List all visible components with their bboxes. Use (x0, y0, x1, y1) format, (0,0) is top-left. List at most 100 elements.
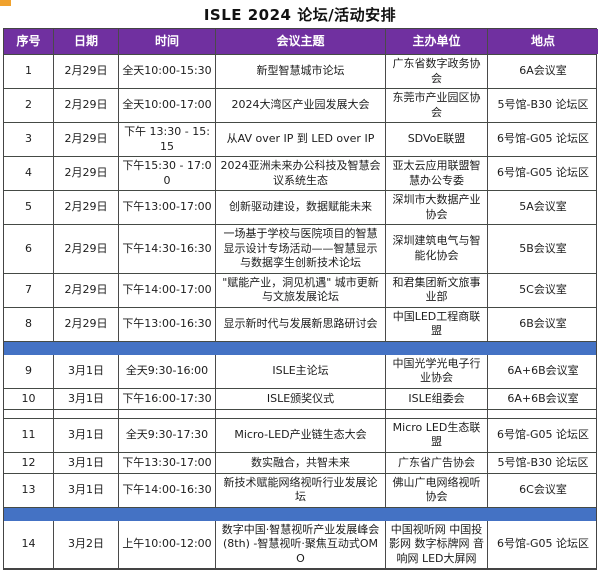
empty-spacer-row (4, 409, 598, 419)
date-cell: 3月1日 (54, 418, 119, 452)
topic-cell: "赋能产业，洞见机遇" 城市更新与文旅发展论坛 (216, 273, 386, 307)
empty-cell (488, 410, 598, 418)
column-header: 会议主题 (216, 29, 386, 54)
table-row: 9 3月1日 全天9:30-16:00 ISLE主论坛 中国光学光电子行业协会 6A+6B… (4, 354, 596, 389)
organizer-cell: 亚太云应用联盟智慧办公专委 (386, 157, 488, 191)
table-row: 12 3月1日 下午13:30-17:00 数实融合，共智未来 广东省广告协会 5号馆-B… (4, 452, 596, 474)
table-row: 8 2月29日 下午13:00-16:30 显示新时代与发展新思路研讨会 中国LED工程… (4, 307, 596, 342)
table-row: 14 3月2日 上午10:00-12:00 数字中国·智慧视听产业发展峰会 (8th)… (4, 520, 596, 570)
time-cell: 下午14:30-16:30 (119, 225, 216, 273)
row-number-cell: 4 (4, 157, 54, 191)
table-row: 2 2月29日 全天10:00-17:00 2024大湾区产业园发展大会 东莞市产业园区… (4, 89, 596, 124)
empty-cell (4, 409, 54, 418)
time-cell: 下午13:30-17:00 (119, 452, 216, 473)
row-number-cell: 7 (4, 273, 54, 307)
column-header: 主办单位 (386, 29, 488, 54)
time-cell: 下午13:00-17:00 (119, 191, 216, 225)
day-separator-bar (4, 341, 596, 355)
location-cell: 5号馆-B30 论坛区 (497, 455, 589, 469)
row-number-cell: 10 (4, 388, 54, 409)
topic-cell: 创新驱动建设，数据赋能未来 (216, 191, 386, 225)
time-cell: 全天9:30-17:30 (119, 418, 216, 452)
date-cell: 3月1日 (54, 473, 119, 507)
row-number-cell: 11 (4, 418, 54, 452)
row-number-cell: 5 (4, 191, 54, 225)
location-cell: 6号馆-G05 论坛区 (497, 428, 589, 442)
time-cell: 全天9:30-16:00 (119, 354, 216, 388)
empty-cell (54, 409, 119, 418)
date-cell: 2月29日 (54, 191, 119, 225)
organizer-cell: 中国光学光电子行业协会 (386, 354, 488, 388)
table-row: 6 2月29日 下午14:30-16:30 一场基于学校与医院项目的智慧显示设计专场活… (4, 225, 596, 274)
location-cell: 5号馆-B30 论坛区 (497, 98, 589, 112)
topic-cell: 数实融合，共智未来 (216, 452, 386, 473)
topic-cell: Micro-LED产业链生态大会 (216, 418, 386, 452)
topic-cell: 2024亚洲未来办公科技及智慧会议系统生态 (216, 157, 386, 191)
location-cell: 6B会议室 (519, 316, 567, 330)
column-header: 地点 (488, 29, 598, 54)
organizer-cell: SDVoE联盟 (386, 123, 488, 157)
organizer-cell: 中国LED工程商联盟 (386, 307, 488, 341)
topic-cell: 数字中国·智慧视听产业发展峰会 (8th) -智慧视听·聚焦互动式OMO (216, 520, 386, 569)
row-number-cell: 6 (4, 225, 54, 273)
location-cell: 6A会议室 (519, 64, 567, 78)
organizer-cell: 佛山广电网络视听协会 (386, 473, 488, 507)
date-cell: 2月29日 (54, 273, 119, 307)
date-cell: 3月1日 (54, 354, 119, 388)
date-cell: 3月2日 (54, 520, 119, 569)
topic-cell: 新技术赋能网络视听行业发展论坛 (216, 473, 386, 507)
time-cell: 下午 13:30 - 15:15 (119, 123, 216, 157)
date-cell: 3月1日 (54, 388, 119, 409)
organizer-cell: 广东省数字政务协会 (386, 55, 488, 89)
organizer-cell: 深圳建筑电气与智能化协会 (386, 225, 488, 273)
table-row: 11 3月1日 全天9:30-17:30 Micro-LED产业链生态大会 Micro … (4, 418, 596, 453)
date-cell: 3月1日 (54, 452, 119, 473)
table-row: 7 2月29日 下午14:00-17:00 "赋能产业，洞见机遇" 城市更新与文旅发展… (4, 273, 596, 308)
topic-cell: ISLE主论坛 (216, 354, 386, 388)
row-number-cell: 13 (4, 473, 54, 507)
organizer-cell: Micro LED生态联盟 (386, 418, 488, 452)
table-row: 1 2月29日 全天10:00-15:30 新型智慧城市论坛 广东省数字政务协会 6A会议… (4, 55, 596, 90)
table-row: 13 3月1日 下午14:00-16:30 新技术赋能网络视听行业发展论坛 佛山广电网络… (4, 473, 596, 508)
time-cell: 上午10:00-12:00 (119, 520, 216, 569)
topic-cell: 从AV over IP 到 LED over IP (216, 123, 386, 157)
date-cell: 2月29日 (54, 157, 119, 191)
date-cell: 2月29日 (54, 307, 119, 341)
row-number-cell: 2 (4, 89, 54, 123)
location-cell: 6C会议室 (519, 483, 567, 497)
row-number-cell: 14 (4, 520, 54, 569)
corner-marker (0, 0, 11, 6)
location-cell: 6号馆-G05 论坛区 (497, 166, 589, 180)
time-cell: 下午14:00-17:00 (119, 273, 216, 307)
table-row: 5 2月29日 下午13:00-17:00 创新驱动建设，数据赋能未来 深圳市大数据产业… (4, 191, 596, 226)
organizer-cell: 东莞市产业园区协会 (386, 89, 488, 123)
empty-cell (119, 409, 216, 418)
row-number-cell: 12 (4, 452, 54, 473)
time-cell: 下午16:00-17:30 (119, 388, 216, 409)
page-title: ISLE 2024 论坛/活动安排 (203, 5, 397, 24)
organizer-cell: 广东省广告协会 (386, 452, 488, 473)
column-header: 时间 (119, 29, 216, 54)
location-cell: 5B会议室 (519, 241, 567, 255)
topic-cell: 新型智慧城市论坛 (216, 55, 386, 89)
topic-cell: 显示新时代与发展新思路研讨会 (216, 307, 386, 341)
topic-cell: 一场基于学校与医院项目的智慧显示设计专场活动——智慧显示与数据孪生创新技术论坛 (216, 225, 386, 273)
date-cell: 2月29日 (54, 89, 119, 123)
location-cell: 6号馆-G05 论坛区 (497, 132, 589, 146)
location-cell: 5C会议室 (519, 282, 567, 296)
row-number-cell: 9 (4, 354, 54, 388)
day-separator-bar (4, 507, 596, 521)
table-header-row: 序号 日期 时间 会议主题 主办单位 地点 (4, 29, 598, 55)
location-cell: 6A+6B会议室 (507, 391, 579, 405)
table-row: 4 2月29日 下午15:30 - 17:00 2024亚洲未来办公科技及智慧会议系统… (4, 157, 596, 192)
organizer-cell: ISLE组委会 (386, 388, 488, 409)
location-cell: 6号馆-G05 论坛区 (497, 537, 589, 551)
time-cell: 全天10:00-15:30 (119, 55, 216, 89)
topic-cell: 2024大湾区产业园发展大会 (216, 89, 386, 123)
time-cell: 全天10:00-17:00 (119, 89, 216, 123)
date-cell: 2月29日 (54, 123, 119, 157)
location-cell: 6A+6B会议室 (507, 364, 579, 378)
schedule-table: 序号 日期 时间 会议主题 主办单位 地点 1 2月29日 全天10:00-15:30 新型智慧城… (3, 28, 598, 570)
location-cell: 5A会议室 (519, 200, 567, 214)
topic-cell: ISLE颁奖仪式 (216, 388, 386, 409)
